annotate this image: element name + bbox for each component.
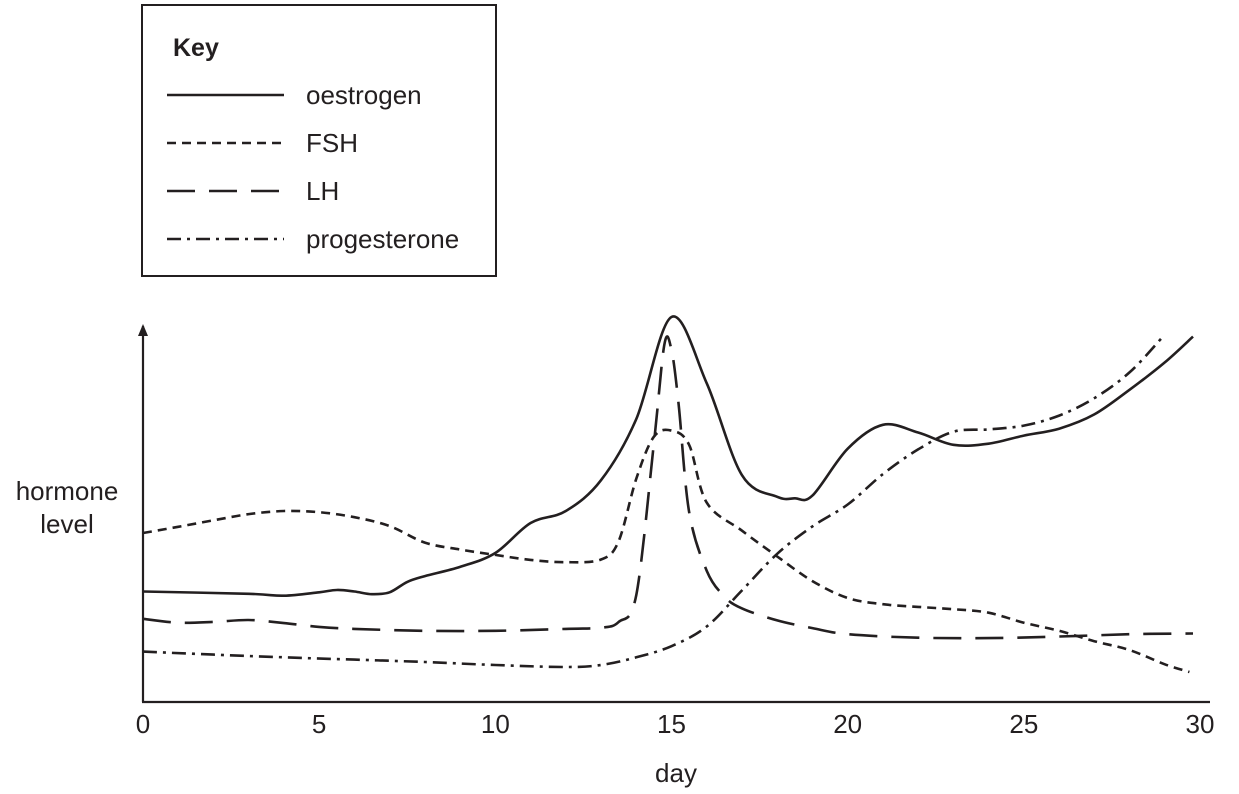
x-tick-label-10: 10 <box>481 709 510 739</box>
x-tick-label-25: 25 <box>1009 709 1038 739</box>
x-tick-label-0: 0 <box>136 709 150 739</box>
x-tick-label-30: 30 <box>1186 709 1215 739</box>
y-axis-title-line1: hormone <box>16 476 119 506</box>
legend-entries: oestrogen FSH LH progesterone <box>167 80 459 254</box>
x-axis-title: day <box>655 758 697 788</box>
series-line-progesterone <box>142 337 1163 669</box>
y-axis-title-line2: level <box>40 509 93 539</box>
legend-label-progesterone: progesterone <box>306 224 459 254</box>
series-layer <box>142 315 1194 674</box>
series-line-LH <box>142 335 1194 640</box>
x-tick-label-20: 20 <box>833 709 862 739</box>
legend-box <box>141 4 497 277</box>
x-tick-label-15: 15 <box>657 709 686 739</box>
series-line-oestrogen <box>142 315 1194 598</box>
legend-title: Key <box>173 34 219 62</box>
x-tick-label-5: 5 <box>312 709 326 739</box>
legend: Key oestrogen FSH LH progesterone <box>141 4 497 277</box>
legend-label-oestrogen: oestrogen <box>306 80 422 110</box>
legend-label-FSH: FSH <box>306 128 358 158</box>
legend-label-LH: LH <box>306 176 339 206</box>
axes <box>138 324 1210 704</box>
x-tick-labels: 0 5 10 15 20 25 30 <box>136 709 1215 739</box>
series-line-FSH <box>142 428 1190 674</box>
